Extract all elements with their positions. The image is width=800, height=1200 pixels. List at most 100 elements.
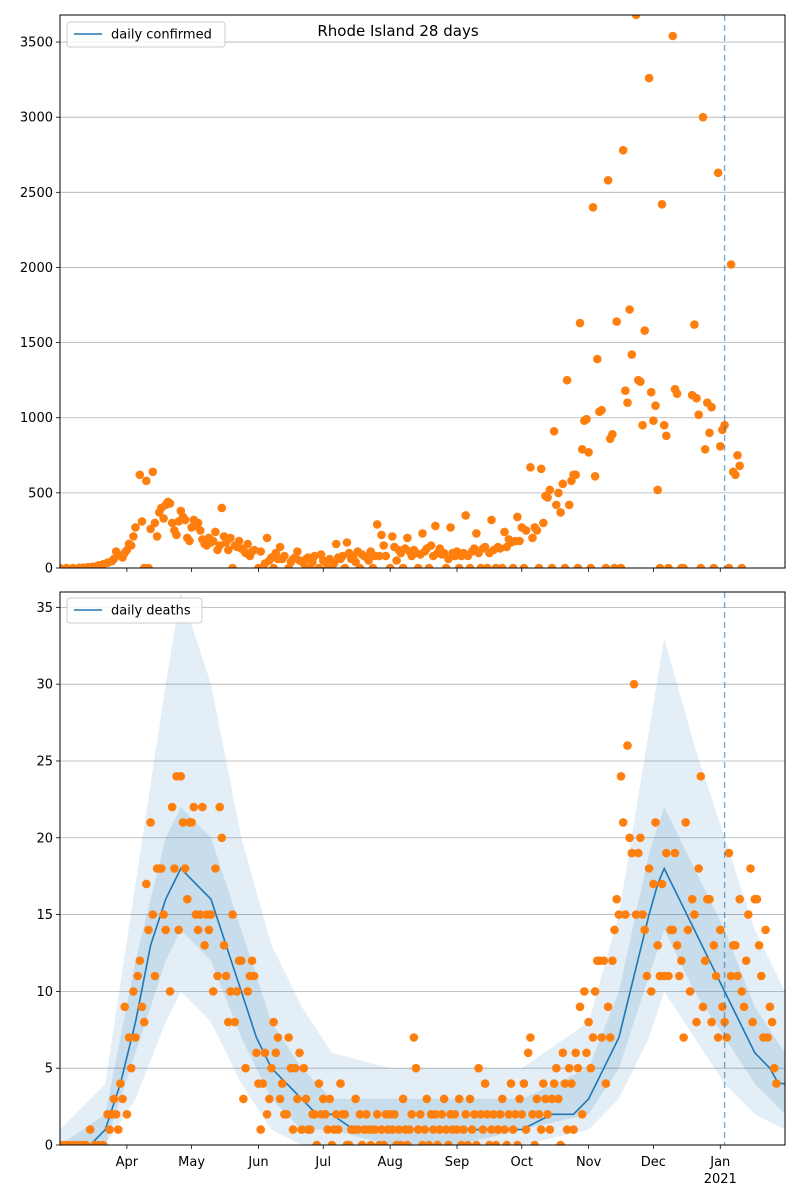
deaths-data-point	[260, 1048, 270, 1058]
deaths-data-point	[502, 1140, 511, 1145]
deaths-data-point	[470, 1110, 479, 1119]
deaths-data-point	[109, 1094, 119, 1104]
deaths-data-point	[556, 1140, 565, 1145]
deaths-data-point	[297, 1125, 307, 1134]
chart-title: Rhode Island 28 days	[317, 22, 478, 40]
deaths-data-point	[221, 971, 231, 981]
confirmed-data-point	[372, 520, 382, 529]
confirmed-y-tick-label: 1000	[20, 411, 53, 426]
deaths-data-point	[271, 1048, 281, 1058]
deaths-data-point	[366, 1140, 375, 1145]
confirmed-data-point	[68, 563, 78, 568]
confirmed-data-point	[465, 563, 475, 568]
confirmed-data-point	[696, 563, 706, 568]
deaths-data-point	[547, 1094, 557, 1104]
deaths-data-point	[752, 894, 762, 904]
confirmed-data-point	[698, 112, 708, 122]
deaths-data-point	[293, 1094, 302, 1104]
confirmed-data-point	[243, 539, 252, 549]
confirmed-data-point	[547, 563, 557, 568]
confirmed-data-point	[249, 545, 259, 555]
deaths-data-point	[157, 864, 166, 873]
deaths-data-point	[487, 1125, 496, 1134]
confirmed-data-point	[226, 533, 235, 543]
deaths-data-point	[726, 971, 736, 981]
confirmed-data-point	[618, 145, 628, 155]
deaths-data-point	[545, 1125, 555, 1134]
deaths-data-point	[208, 987, 218, 996]
deaths-data-point	[124, 1033, 134, 1042]
deaths-data-point	[444, 1140, 453, 1145]
confirmed-data-point	[500, 527, 509, 537]
deaths-data-point	[407, 1110, 417, 1119]
confirmed-data-point	[495, 544, 505, 553]
deaths-data-point	[588, 1033, 598, 1042]
deaths-data-point	[519, 1079, 529, 1088]
confirmed-data-point	[705, 428, 714, 438]
deaths-data-point	[737, 987, 747, 996]
confirmed-data-point	[167, 518, 177, 528]
confirmed-data-point	[543, 493, 552, 502]
confirmed-data-point	[388, 532, 397, 541]
confirmed-data-point	[621, 386, 630, 396]
deaths-data-point	[310, 1110, 319, 1119]
deaths-data-point	[532, 1094, 542, 1104]
confirmed-data-point	[381, 551, 391, 561]
confirmed-data-point	[193, 518, 203, 528]
confirmed-data-point	[692, 393, 701, 403]
deaths-data-point	[573, 1063, 583, 1073]
confirmed-data-point	[584, 448, 593, 457]
deaths-data-point	[651, 818, 660, 827]
confirmed-data-point	[625, 305, 634, 314]
deaths-data-point	[754, 941, 764, 950]
deaths-data-point	[582, 1048, 591, 1058]
deaths-data-point	[269, 1017, 278, 1027]
deaths-data-point	[290, 1063, 300, 1073]
deaths-data-point	[608, 956, 617, 965]
confirmed-data-point	[418, 529, 427, 538]
confirmed-data-point	[215, 541, 224, 550]
deaths-data-point	[504, 1110, 514, 1119]
deaths-data-point	[252, 1048, 261, 1058]
deaths-data-point	[450, 1110, 460, 1119]
confirmed-data-point	[571, 470, 580, 480]
deaths-data-point	[249, 971, 259, 981]
deaths-data-point	[636, 833, 645, 843]
deaths-data-point	[390, 1110, 399, 1119]
confirmed-data-point	[329, 559, 339, 568]
confirmed-data-point	[426, 541, 436, 550]
confirmed-data-point	[575, 318, 585, 328]
deaths-panel: 0 5 10 15 20 25 30 35 Apr May Jun Jul Aug Sep Oct Nov D…	[36, 591, 786, 1187]
deaths-legend-label: daily deaths	[111, 604, 191, 619]
confirmed-data-point	[545, 485, 555, 495]
confirmed-data-point	[196, 526, 205, 535]
confirmed-data-point	[137, 517, 147, 526]
confirmed-y-tick-label: 1500	[20, 336, 53, 351]
deaths-data-point	[687, 894, 697, 904]
deaths-bands	[60, 592, 785, 1145]
deaths-legend: daily deaths	[66, 597, 203, 624]
x-tick-sublabel: 2021	[704, 1172, 737, 1187]
deaths-data-point	[498, 1094, 507, 1104]
confirmed-data-point	[323, 563, 332, 568]
deaths-data-point	[284, 1033, 294, 1042]
deaths-data-point	[685, 987, 695, 996]
deaths-data-point	[321, 1110, 330, 1119]
confirmed-data-point	[144, 563, 153, 568]
deaths-data-point	[552, 1063, 561, 1073]
deaths-data-point	[413, 1125, 423, 1134]
confirmed-data-point	[165, 499, 175, 508]
x-tick-label: Jul	[314, 1155, 331, 1170]
deaths-data-point	[731, 941, 740, 950]
deaths-data-point	[672, 941, 682, 950]
deaths-data-point	[362, 1110, 371, 1119]
deaths-data-point	[137, 1002, 147, 1012]
deaths-data-point	[336, 1079, 345, 1088]
confirmed-data-point	[668, 31, 678, 41]
confirmed-data-point	[582, 414, 591, 424]
deaths-data-point	[670, 848, 680, 858]
confirmed-data-point	[526, 463, 535, 472]
confirmed-legend-box	[66, 21, 226, 48]
deaths-data-point	[657, 879, 667, 889]
confirmed-data-point	[532, 526, 542, 535]
